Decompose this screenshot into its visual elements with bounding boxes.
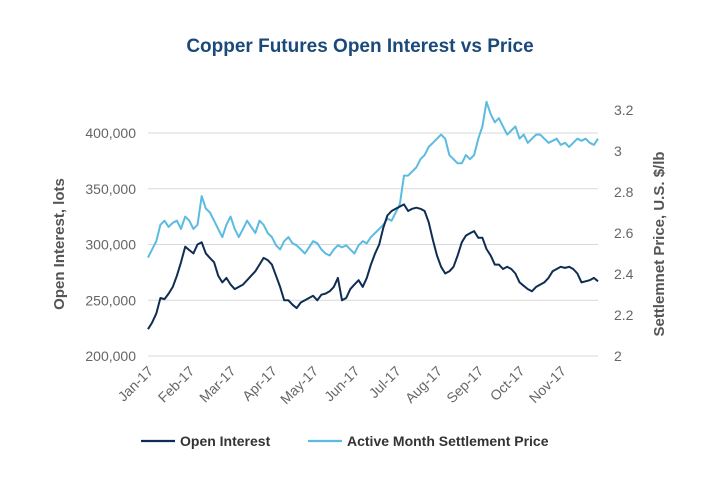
right-tick-label: 2.6 (614, 225, 634, 241)
left-tick-label: 300,000 (85, 237, 136, 253)
x-tick-label: Aug-17 (402, 363, 445, 406)
right-tick-label: 3.2 (614, 102, 634, 118)
left-axis-ticks: 200,000 250,000 300,000 350,000 400,000 (85, 125, 136, 364)
left-tick-label: 250,000 (85, 292, 136, 308)
right-axis-ticks: 2 2.2 2.4 2.6 2.8 3 3.2 (614, 102, 634, 364)
left-axis-title: Open Interest, lots (51, 178, 68, 310)
right-tick-label: 2.4 (614, 266, 634, 282)
left-tick-label: 350,000 (85, 181, 136, 197)
legend-label-open-interest: Open Interest (180, 433, 271, 449)
series-lines (147, 100, 599, 330)
x-tick-label: Jan-17 (115, 363, 157, 405)
legend-label-settlement-price: Active Month Settlement Price (347, 433, 549, 449)
left-tick-label: 400,000 (85, 125, 136, 141)
chart-title: Copper Futures Open Interest vs Price (186, 36, 533, 57)
left-tick-label: 200,000 (85, 348, 136, 364)
x-tick-label: Nov-17 (526, 363, 569, 406)
right-tick-label: 3 (614, 143, 622, 159)
x-tick-label: Oct-17 (487, 363, 528, 404)
right-tick-label: 2 (614, 348, 622, 364)
gridlines (148, 132, 598, 357)
right-tick-label: 2.8 (614, 184, 634, 200)
legend: Open Interest Active Month Settlement Pr… (141, 433, 549, 449)
x-tick-label: Mar-17 (196, 363, 239, 406)
x-tick-label: May-17 (277, 363, 321, 407)
x-tick-label: Sep-17 (443, 363, 486, 406)
x-tick-label: Jul-17 (366, 363, 404, 401)
series-settlement-price-line (147, 100, 599, 259)
x-tick-label: Jun-17 (321, 363, 363, 405)
x-tick-label: Apr-17 (239, 363, 280, 404)
x-tick-label: Feb-17 (155, 363, 198, 406)
right-tick-label: 2.2 (614, 307, 634, 323)
right-axis-title: Settlemnet Price, U.S. $/lb (651, 151, 668, 336)
series-open-interest-line (147, 203, 599, 330)
